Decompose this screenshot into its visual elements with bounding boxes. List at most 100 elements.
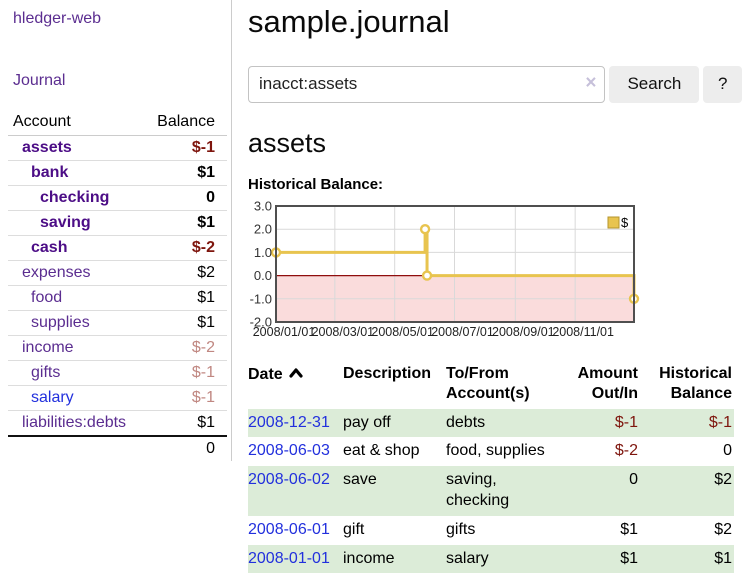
historical-balance-chart: $3.0 2.0 1.0 0.0 -1.0 -2.02008/01/012008/03/0… xyxy=(250,198,640,339)
sidebar-account-row: liabilities:debts $1 xyxy=(8,410,227,437)
register-row: 2008-12-31 pay off debts $-1 $-1 xyxy=(248,408,734,438)
svg-text:2008/05/01: 2008/05/01 xyxy=(371,325,434,339)
register-table: Date Description To/From Account(s) Amount … xyxy=(248,362,734,574)
sidebar-account-link[interactable]: cash xyxy=(31,239,68,256)
register-column-header: Amount Out/In xyxy=(577,364,638,403)
clear-search-icon[interactable]: × xyxy=(585,72,597,94)
accounts-header-balance: Balance xyxy=(142,110,227,136)
sidebar-account-link[interactable]: expenses xyxy=(22,264,91,281)
sidebar-account-balance: $2 xyxy=(142,260,227,286)
register-date-link[interactable]: 2008-06-01 xyxy=(248,520,330,538)
register-row: 2008-06-02 save saving, checking 0 $2 xyxy=(248,466,734,516)
register-date-link[interactable]: 2008-01-01 xyxy=(248,549,330,567)
sidebar-account-balance: 0 xyxy=(142,185,227,211)
sidebar-account-row: salary $-1 xyxy=(8,385,227,411)
search-box: × xyxy=(248,65,606,103)
sidebar-account-link[interactable]: supplies xyxy=(31,314,90,331)
register-amount: 0 xyxy=(629,471,638,489)
svg-text:2008/03/01: 2008/03/01 xyxy=(312,325,375,339)
sidebar-account-row: expenses $2 xyxy=(8,260,227,286)
sidebar-account-balance: $1 xyxy=(142,210,227,236)
help-button[interactable]: ? xyxy=(703,65,742,103)
register-date-link[interactable]: 2008-12-31 xyxy=(248,413,330,431)
sidebar-account-link[interactable]: saving xyxy=(40,214,91,231)
sidebar-account-balance: $-2 xyxy=(142,235,227,261)
accounts-total-value: 0 xyxy=(142,435,227,461)
sidebar-account-balance: $-2 xyxy=(142,335,227,361)
sidebar-account-link[interactable]: checking xyxy=(40,189,110,206)
sidebar-account-link[interactable]: salary xyxy=(31,389,74,406)
svg-text:3.0: 3.0 xyxy=(254,198,272,213)
register-description: save xyxy=(343,471,377,489)
register-date-link[interactable]: 2008-06-02 xyxy=(248,471,330,489)
register-row: 2008-06-01 gift gifts $1 $2 xyxy=(248,516,734,545)
register-balance: $1 xyxy=(714,549,732,567)
sidebar-account-balance: $-1 xyxy=(142,385,227,411)
register-amount: $-1 xyxy=(614,413,638,431)
account-heading: assets xyxy=(248,127,327,158)
sidebar-account-row: saving $1 xyxy=(8,210,227,236)
sidebar-account-link[interactable]: liabilities:debts xyxy=(22,414,127,431)
register-column-header: Historical Balance xyxy=(659,364,732,403)
sidebar-account-balance: $-1 xyxy=(142,360,227,386)
svg-text:1.0: 1.0 xyxy=(254,245,272,260)
register-accounts: food, supplies xyxy=(446,442,545,460)
sidebar-accounts-body: assets $-1 bank $1 checking 0 saving $1 cash $-2 e… xyxy=(8,135,227,437)
sidebar-item-journal[interactable]: Journal xyxy=(13,72,66,89)
svg-text:-2.0: -2.0 xyxy=(250,314,272,329)
main-content: sample.journal × Search ? assets Histori… xyxy=(232,0,742,574)
register-balance: $2 xyxy=(714,471,732,489)
svg-text:0.0: 0.0 xyxy=(254,268,272,283)
sidebar-account-link[interactable]: income xyxy=(22,339,74,356)
sidebar-account-row: cash $-2 xyxy=(8,235,227,261)
sidebar-account-link[interactable]: gifts xyxy=(31,364,61,381)
accounts-header-account: Account xyxy=(8,110,143,136)
sidebar-account-balance: $1 xyxy=(142,310,227,336)
register-column-header: Description xyxy=(343,364,432,382)
svg-text:2.0: 2.0 xyxy=(254,221,272,236)
search-button[interactable]: Search xyxy=(609,65,700,103)
register-amount: $1 xyxy=(620,520,638,538)
accounts-table: Account Balance assets $-1 bank $1 checking 0… xyxy=(8,110,227,461)
sidebar-account-row: gifts $-1 xyxy=(8,360,227,386)
register-balance: $-1 xyxy=(708,413,732,431)
svg-text:2008/01/01: 2008/01/01 xyxy=(253,325,316,339)
accounts-total-row: 0 xyxy=(8,435,227,461)
search-input[interactable] xyxy=(248,65,606,103)
register-description: income xyxy=(343,549,395,567)
sidebar-account-link[interactable]: assets xyxy=(22,139,72,156)
register-date-link[interactable]: 2008-06-03 xyxy=(248,442,330,460)
register-amount: $1 xyxy=(620,549,638,567)
sidebar-account-balance: $-1 xyxy=(142,135,227,161)
chart-wrap: $3.0 2.0 1.0 0.0 -1.0 -2.0 2008/01/01 2008/03/0… xyxy=(248,198,742,342)
sidebar-account-link[interactable]: bank xyxy=(31,164,69,181)
sidebar-account-row: bank $1 xyxy=(8,160,227,186)
sidebar-account-balance: $1 xyxy=(142,410,227,437)
sort-asc-icon xyxy=(289,365,303,382)
sidebar-account-row: supplies $1 xyxy=(8,310,227,336)
app-title-link[interactable]: hledger-web xyxy=(13,10,102,27)
register-row: 2008-06-03 eat & shop food, supplies $-2 0 xyxy=(248,437,734,466)
register-description: eat & shop xyxy=(343,442,420,460)
svg-text:$: $ xyxy=(621,215,629,230)
register-column-header[interactable]: Date xyxy=(248,362,343,409)
svg-text:-1.0: -1.0 xyxy=(250,291,272,306)
sidebar-account-row: assets $-1 xyxy=(8,135,227,161)
svg-text:2008/11/01: 2008/11/01 xyxy=(552,325,614,339)
register-balance: $2 xyxy=(714,520,732,538)
register-amount: $-2 xyxy=(614,442,638,460)
register-row: 2008-01-01 income salary $1 $1 xyxy=(248,544,734,574)
svg-text:2008/07/01: 2008/07/01 xyxy=(431,325,494,339)
sidebar-account-link[interactable]: food xyxy=(31,289,63,306)
register-description: gift xyxy=(343,520,365,538)
sidebar-account-balance: $1 xyxy=(142,160,227,186)
sidebar: hledger-web Journal Account Balance asse… xyxy=(0,0,232,461)
chart-heading: Historical Balance: xyxy=(248,175,384,193)
register-description: pay off xyxy=(343,413,391,431)
register-accounts: saving, checking xyxy=(446,471,510,509)
sidebar-account-balance: $1 xyxy=(142,285,227,311)
register-accounts: debts xyxy=(446,413,486,431)
register-column-header: To/From Account(s) xyxy=(446,364,530,403)
svg-text:2008/09/01: 2008/09/01 xyxy=(492,325,555,339)
